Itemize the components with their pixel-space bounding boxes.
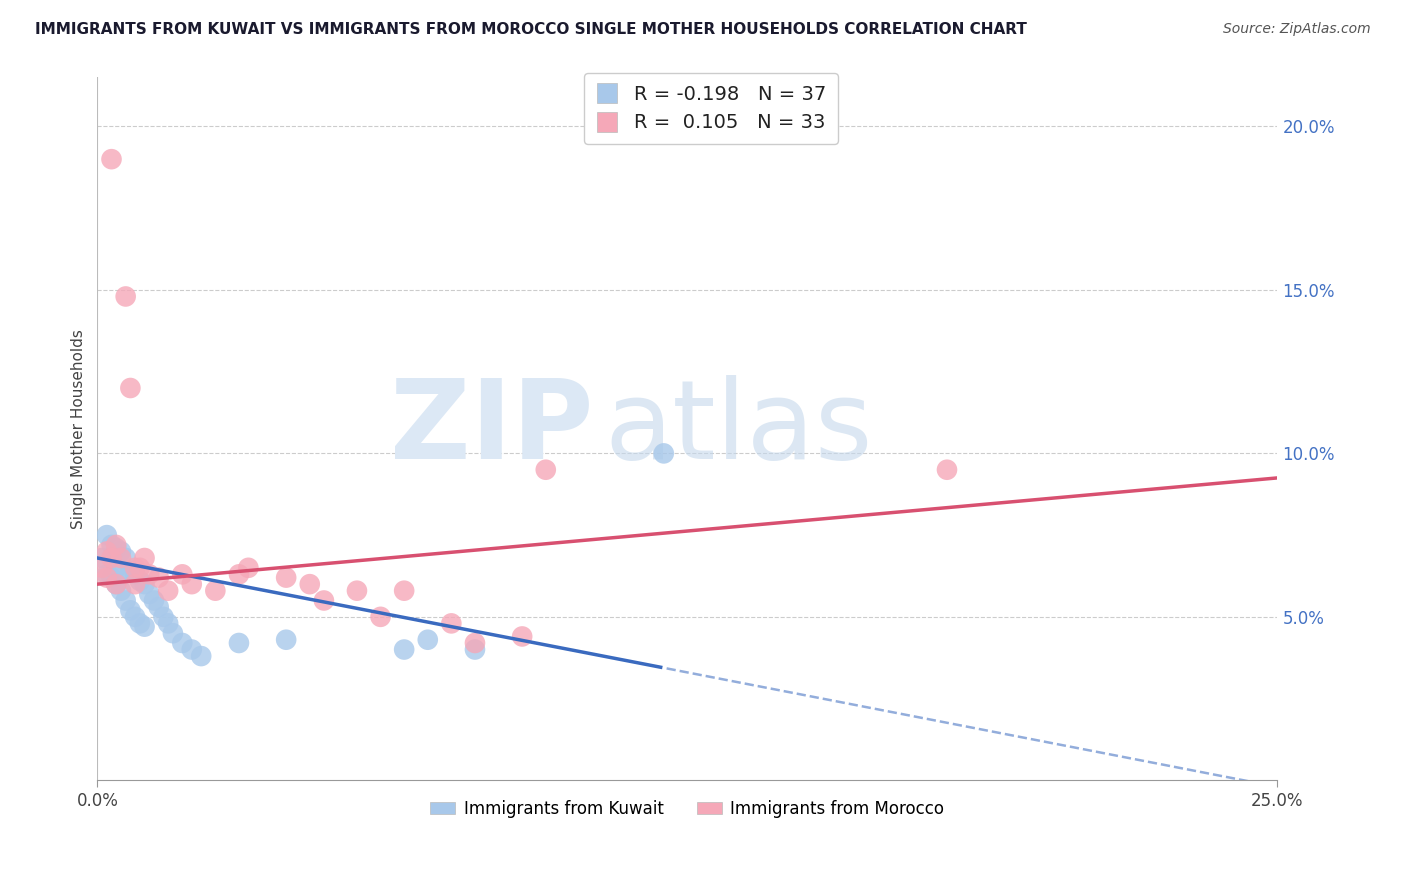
- Point: [105, 541, 128, 556]
- Point: [228, 567, 250, 582]
- Point: [120, 564, 142, 578]
- Point: [96, 528, 118, 542]
- Point: [204, 583, 226, 598]
- Point: [96, 571, 118, 585]
- Point: [91, 551, 114, 566]
- Point: [312, 593, 335, 607]
- Y-axis label: Single Mother Households: Single Mother Households: [72, 329, 86, 529]
- Point: [138, 567, 160, 582]
- Point: [534, 463, 557, 477]
- Text: IMMIGRANTS FROM KUWAIT VS IMMIGRANTS FROM MOROCCO SINGLE MOTHER HOUSEHOLDS CORRE: IMMIGRANTS FROM KUWAIT VS IMMIGRANTS FRO…: [35, 22, 1026, 37]
- Point: [114, 289, 136, 303]
- Point: [152, 610, 174, 624]
- Point: [100, 152, 122, 166]
- Point: [370, 610, 392, 624]
- Text: ZIP: ZIP: [389, 376, 593, 483]
- Point: [392, 642, 415, 657]
- Point: [172, 567, 194, 582]
- Point: [105, 577, 128, 591]
- Point: [114, 551, 136, 566]
- Point: [510, 630, 533, 644]
- Point: [96, 567, 118, 582]
- Point: [134, 551, 156, 566]
- Point: [936, 463, 959, 477]
- Point: [464, 636, 486, 650]
- Point: [124, 610, 146, 624]
- Point: [148, 600, 170, 615]
- Point: [416, 632, 439, 647]
- Point: [228, 636, 250, 650]
- Point: [162, 626, 184, 640]
- Text: atlas: atlas: [605, 376, 873, 483]
- Point: [172, 636, 194, 650]
- Point: [105, 577, 128, 591]
- Point: [110, 567, 132, 582]
- Point: [124, 567, 146, 582]
- Point: [128, 574, 150, 588]
- Point: [128, 561, 150, 575]
- Point: [120, 381, 142, 395]
- Point: [100, 538, 122, 552]
- Point: [157, 583, 180, 598]
- Point: [652, 446, 675, 460]
- Legend: Immigrants from Kuwait, Immigrants from Morocco: Immigrants from Kuwait, Immigrants from …: [423, 793, 950, 825]
- Point: [114, 593, 136, 607]
- Point: [110, 583, 132, 598]
- Point: [134, 577, 156, 591]
- Point: [110, 544, 132, 558]
- Point: [100, 571, 122, 585]
- Point: [276, 571, 298, 585]
- Point: [128, 616, 150, 631]
- Point: [96, 544, 118, 558]
- Point: [91, 561, 114, 575]
- Point: [148, 571, 170, 585]
- Point: [143, 593, 166, 607]
- Point: [440, 616, 463, 631]
- Point: [392, 583, 415, 598]
- Point: [238, 561, 260, 575]
- Point: [105, 561, 128, 575]
- Point: [157, 616, 180, 631]
- Point: [180, 577, 202, 591]
- Point: [100, 551, 122, 566]
- Point: [298, 577, 321, 591]
- Point: [138, 587, 160, 601]
- Point: [190, 649, 212, 664]
- Point: [276, 632, 298, 647]
- Point: [120, 603, 142, 617]
- Point: [110, 551, 132, 566]
- Point: [100, 551, 122, 566]
- Point: [124, 561, 146, 575]
- Point: [464, 642, 486, 657]
- Point: [346, 583, 368, 598]
- Point: [105, 538, 128, 552]
- Point: [134, 620, 156, 634]
- Point: [180, 642, 202, 657]
- Text: Source: ZipAtlas.com: Source: ZipAtlas.com: [1223, 22, 1371, 37]
- Point: [124, 577, 146, 591]
